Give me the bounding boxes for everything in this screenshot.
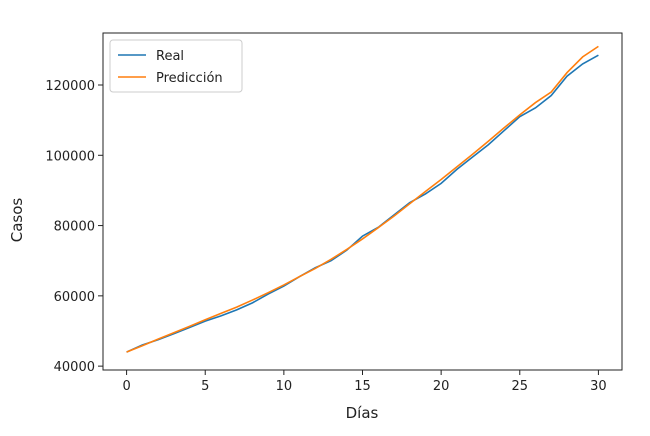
x-tick-label: 30: [590, 379, 607, 394]
x-tick-label: 0: [122, 379, 130, 394]
y-axis-label: Casos: [8, 198, 26, 243]
x-tick-label: 15: [354, 379, 371, 394]
x-tick-label: 25: [511, 379, 528, 394]
y-tick-label: 100000: [45, 149, 95, 164]
series-line: [126, 45, 599, 353]
legend-box: [109, 39, 243, 93]
y-tick-label: 40000: [54, 360, 95, 375]
legend-label: Real: [156, 49, 184, 64]
y-tick-label: 60000: [54, 290, 95, 305]
x-tick-label: 20: [433, 379, 450, 394]
y-tick-label: 80000: [54, 220, 95, 235]
x-tick-label: 10: [276, 379, 293, 394]
x-tick-label: 5: [201, 379, 209, 394]
legend-label: Predicción: [156, 71, 223, 86]
x-axis-label: Días: [346, 404, 379, 422]
y-tick-label: 120000: [45, 79, 95, 94]
series-line: [126, 54, 599, 353]
